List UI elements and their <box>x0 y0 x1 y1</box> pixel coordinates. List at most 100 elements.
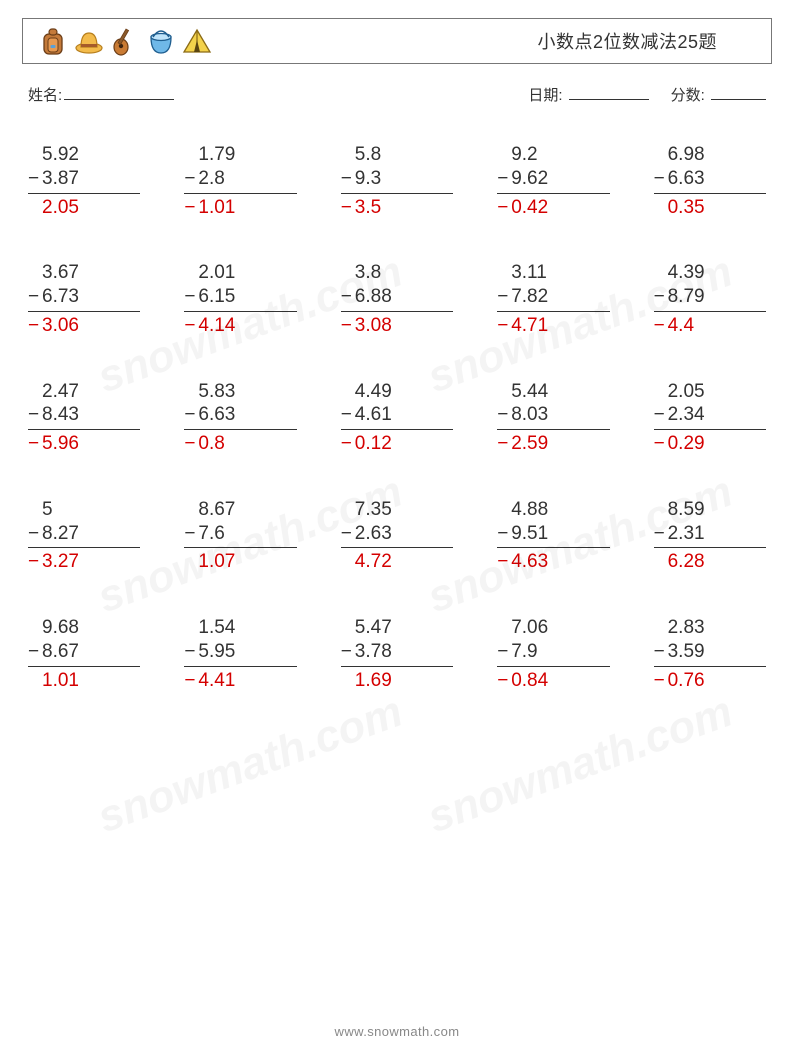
subtraction-problem: 9.68−8.671.01 <box>28 616 140 692</box>
subtrahend: −8.67 <box>28 640 140 667</box>
minus-sign: − <box>497 403 511 427</box>
result-minus-sign: − <box>654 314 668 338</box>
result: −4.4 <box>654 312 766 338</box>
result-value: 0.42 <box>511 197 548 218</box>
minuend-value: 4.39 <box>668 262 705 283</box>
result-minus-sign: − <box>654 432 668 456</box>
subtraction-problem: 5.83−6.63−0.8 <box>184 380 296 456</box>
subtrahend-value: 6.15 <box>198 286 235 307</box>
minuend-value: 5.8 <box>355 144 381 165</box>
result: −4.71 <box>497 312 609 338</box>
minus-sign: − <box>341 403 355 427</box>
subtrahend-value: 2.8 <box>198 168 224 189</box>
result-minus-sign: − <box>28 550 42 574</box>
name-blank[interactable] <box>64 84 174 100</box>
result-value: 0.35 <box>668 197 705 218</box>
subtrahend: −8.43 <box>28 403 140 430</box>
subtrahend: −8.79 <box>654 285 766 312</box>
score-label: 分数: <box>671 87 705 104</box>
result-minus-sign: − <box>184 314 198 338</box>
subtraction-problem: 8.67−7.61.07 <box>184 498 296 574</box>
result-minus-sign: − <box>341 196 355 220</box>
subtraction-problem: 5.8−9.3−3.5 <box>341 143 453 219</box>
result-minus-sign: − <box>28 432 42 456</box>
minuend: 5.8 <box>341 143 453 167</box>
minus-sign: − <box>654 167 668 191</box>
minuend: 5.83 <box>184 380 296 404</box>
subtrahend-value: 6.63 <box>668 168 705 189</box>
minus-sign: − <box>184 640 198 664</box>
subtrahend: −2.8 <box>184 167 296 194</box>
subtrahend: −3.87 <box>28 167 140 194</box>
watermark-text: snowmath.com <box>91 687 409 844</box>
minus-sign: − <box>654 403 668 427</box>
result: −0.84 <box>497 667 609 693</box>
backpack-icon <box>37 25 69 57</box>
result: 0.35 <box>654 194 766 220</box>
subtrahend-value: 7.6 <box>198 523 224 544</box>
result-value: 0.84 <box>511 670 548 691</box>
result-value: 3.27 <box>42 551 79 572</box>
subtraction-problem: 5.44−8.03−2.59 <box>497 380 609 456</box>
subtrahend-value: 9.62 <box>511 168 548 189</box>
subtrahend: −2.31 <box>654 522 766 549</box>
minuend: 3.11 <box>497 261 609 285</box>
result-value: 3.08 <box>355 315 392 336</box>
minuend: 5.44 <box>497 380 609 404</box>
result-minus-sign: − <box>497 314 511 338</box>
minuend: 5.47 <box>341 616 453 640</box>
score-blank[interactable] <box>711 84 766 100</box>
minuend-value: 1.54 <box>198 617 235 638</box>
name-label: 姓名: <box>28 84 62 105</box>
subtrahend: −6.88 <box>341 285 453 312</box>
name-field: 姓名: <box>28 84 528 105</box>
result: 1.07 <box>184 548 296 574</box>
subtrahend-value: 8.03 <box>511 404 548 425</box>
minus-sign: − <box>497 285 511 309</box>
subtraction-problem: 1.79−2.8−1.01 <box>184 143 296 219</box>
subtraction-problem: 5.92−3.872.05 <box>28 143 140 219</box>
subtraction-problem: 2.05−2.34−0.29 <box>654 380 766 456</box>
minuend: 3.67 <box>28 261 140 285</box>
minuend-value: 7.35 <box>355 499 392 520</box>
guitar-icon <box>109 25 141 57</box>
result: 6.28 <box>654 548 766 574</box>
minuend-value: 3.8 <box>355 262 381 283</box>
minus-sign: − <box>497 640 511 664</box>
subtrahend-value: 7.82 <box>511 286 548 307</box>
subtraction-problem: 5.47−3.781.69 <box>341 616 453 692</box>
result: −0.42 <box>497 194 609 220</box>
result-minus-sign: − <box>341 314 355 338</box>
result-value: 1.01 <box>198 197 235 218</box>
minuend: 7.06 <box>497 616 609 640</box>
result-value: 4.4 <box>668 315 694 336</box>
subtraction-problem: 2.83−3.59−0.76 <box>654 616 766 692</box>
result: −3.27 <box>28 548 140 574</box>
minuend-value: 3.67 <box>42 262 79 283</box>
subtrahend-value: 9.3 <box>355 168 381 189</box>
subtrahend-value: 8.67 <box>42 641 79 662</box>
minuend-value: 8.67 <box>198 499 235 520</box>
result-value: 1.69 <box>355 670 392 691</box>
date-blank[interactable] <box>569 84 649 100</box>
header-icons <box>37 25 213 57</box>
result-value: 3.5 <box>355 197 381 218</box>
subtrahend-value: 2.34 <box>668 404 705 425</box>
subtrahend: −2.63 <box>341 522 453 549</box>
result-value: 6.28 <box>668 551 705 572</box>
minuend: 4.49 <box>341 380 453 404</box>
subtraction-problem: 2.01−6.15−4.14 <box>184 261 296 337</box>
subtrahend: −9.51 <box>497 522 609 549</box>
result-value: 4.41 <box>198 670 235 691</box>
subtrahend-value: 8.43 <box>42 404 79 425</box>
minuend: 8.59 <box>654 498 766 522</box>
subtrahend: −6.63 <box>654 167 766 194</box>
subtrahend: −6.63 <box>184 403 296 430</box>
minuend-value: 2.05 <box>668 381 705 402</box>
minuend: 5.92 <box>28 143 140 167</box>
minuend-value: 2.47 <box>42 381 79 402</box>
minuend-value: 8.59 <box>668 499 705 520</box>
result-value: 0.12 <box>355 433 392 454</box>
result-value: 2.59 <box>511 433 548 454</box>
hat-icon <box>73 25 105 57</box>
